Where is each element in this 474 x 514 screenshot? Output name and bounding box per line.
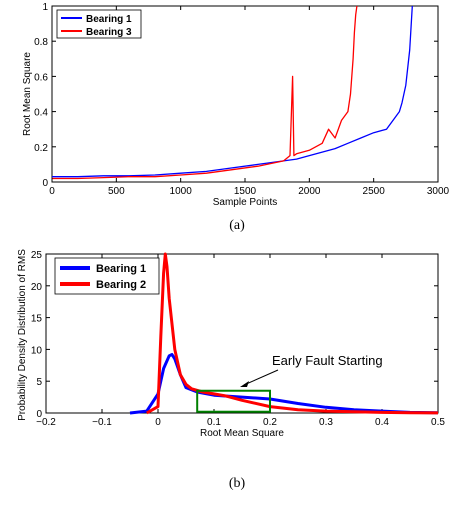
x-tick-label: 1000	[170, 186, 193, 197]
y-tick-label: 0.2	[34, 143, 48, 154]
annotation-arrow-line	[243, 369, 279, 386]
chart-a-legend-label-bearing-1: Bearing 1	[86, 14, 132, 25]
y-tick-label: 25	[31, 250, 43, 261]
x-tick-label: 0.5	[431, 417, 445, 428]
x-tick-label: 0	[49, 186, 55, 197]
annotation-arrow	[240, 369, 279, 387]
series-line-bearing-3	[52, 5, 358, 180]
x-tick-label: 0.1	[207, 417, 221, 428]
chart-a-legend-box	[56, 9, 142, 39]
y-tick-label: 0.8	[34, 37, 48, 48]
chart-a-legend-label-bearing-3: Bearing 3	[86, 27, 132, 38]
y-tick-label: 0	[42, 178, 48, 189]
early-fault-annotation: Early Fault Starting	[272, 353, 383, 368]
x-tick-label: 0.4	[375, 417, 389, 428]
chart-b-legend-box	[54, 257, 160, 295]
y-tick-label: 10	[31, 345, 43, 356]
chart-a: 0 500 1000 1500 2000 2500 3000 00.20.40.60.81 …	[22, 2, 450, 233]
annotation-arrowhead	[240, 381, 249, 387]
x-tick-label: −0.2	[36, 417, 56, 428]
x-tick-label: 2500	[363, 186, 386, 197]
early-fault-box	[196, 389, 271, 413]
chart-b: −0.2 −0.1 0 0.1 0.2 0.3 0.4 0.5 0 5 10 15 20 25 Earl…	[17, 249, 445, 491]
x-tick-label: 0.2	[263, 417, 277, 428]
chart-a-ylabel: Root Mean Square	[22, 52, 33, 136]
y-tick-label: 0.4	[34, 108, 48, 119]
chart-a-xlabel: Sample Points	[213, 197, 277, 208]
x-tick-label: 2000	[298, 186, 321, 197]
chart-b-caption: (b)	[229, 476, 246, 491]
x-tick-label: 0.3	[319, 417, 333, 428]
y-tick-label: 1	[42, 2, 48, 13]
y-tick-label: 20	[31, 282, 43, 293]
y-tick-label: 0.6	[34, 72, 48, 83]
chart-b-legend: Bearing 1 Bearing 2	[54, 257, 160, 295]
x-tick-label: 1500	[234, 186, 257, 197]
series-line-bearing-1	[52, 5, 413, 178]
chart-b-legend-label-bearing-1: Bearing 1	[96, 263, 146, 275]
y-tick-label: 0	[36, 409, 42, 420]
x-tick-label: 500	[108, 186, 125, 197]
y-tick-label: 15	[31, 314, 43, 325]
chart-b-xlabel: Root Mean Square	[200, 428, 284, 439]
x-tick-label: 3000	[427, 186, 450, 197]
chart-a-caption: (a)	[229, 218, 245, 233]
x-tick-label: 0	[155, 417, 161, 428]
chart-b-ylabel: Probability Density Distribution of RMS	[17, 249, 28, 421]
y-tick-label: 5	[36, 377, 42, 388]
chart-b-legend-label-bearing-2: Bearing 2	[96, 279, 146, 291]
chart-a-legend: Bearing 1 Bearing 3	[56, 9, 142, 39]
x-tick-label: −0.1	[92, 417, 112, 428]
